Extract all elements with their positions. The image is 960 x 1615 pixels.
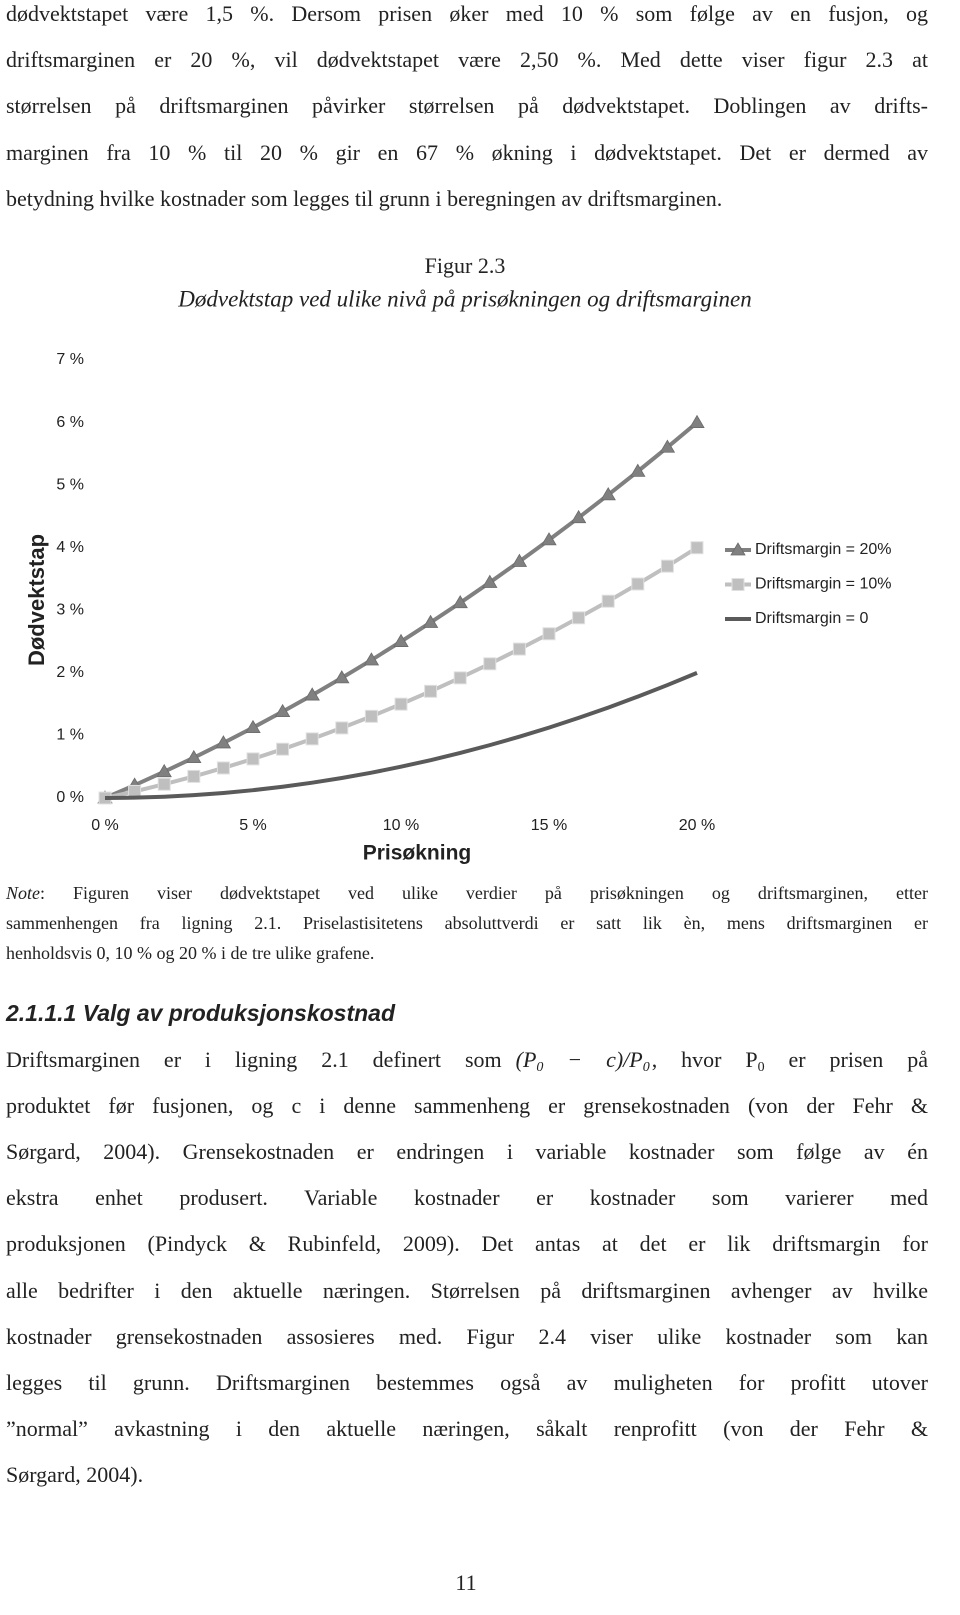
x-axis-label: Prisøkning [363, 842, 472, 865]
point-marker [452, 594, 468, 609]
series-line [104, 421, 699, 800]
point-marker [630, 463, 646, 477]
point-marker [156, 763, 172, 778]
point-marker [570, 509, 587, 524]
text-line: driftsmarginen er 20 %, vil dødvektstape… [6, 47, 928, 73]
point-marker [482, 574, 498, 588]
point-marker [334, 670, 350, 684]
note-line: henholdsvis 0, 10 % og 20 % i de tre uli… [6, 943, 375, 963]
series-line [104, 671, 698, 800]
text-line: ekstra enhet produsert. Variable kostnad… [6, 1185, 928, 1211]
point-marker [186, 749, 202, 764]
point-marker [246, 752, 260, 766]
point-marker [394, 697, 408, 711]
formula: (P0 − c)/P0 [502, 1047, 652, 1075]
point-marker [601, 594, 615, 608]
formula-part: (P [515, 1047, 537, 1072]
point-marker [483, 657, 497, 671]
point-marker [216, 761, 230, 775]
point-marker [511, 553, 528, 567]
legend-label: Driftsmargin = 20% [755, 541, 892, 558]
point-marker [187, 769, 201, 783]
point-marker [424, 684, 438, 698]
y-tick-label: 0 % [56, 789, 84, 806]
subscript: 0 [536, 1060, 544, 1075]
y-tick-label: 6 % [56, 414, 84, 431]
y-tick-label: 4 % [56, 539, 84, 556]
point-marker [542, 627, 556, 641]
legend-label: Driftsmargin = 0 [755, 610, 868, 627]
subscript: 0 [757, 1060, 765, 1075]
point-marker [690, 541, 704, 555]
point-marker [631, 577, 645, 591]
text-line: dødvektstapet være 1,5 %. Dersom prisen … [6, 1, 928, 26]
page-number: 11 [455, 1570, 477, 1595]
point-marker [393, 633, 409, 647]
note-label: Note [6, 883, 40, 903]
point-marker [541, 532, 557, 546]
point-marker [304, 687, 320, 701]
y-tick-label: 2 % [56, 664, 84, 681]
point-marker [453, 671, 467, 685]
text-line: størrelsen på driftsmarginen påvirker st… [6, 93, 928, 119]
text-line: Sørgard, 2004). [6, 1461, 144, 1487]
text-line: produktet før fusjonen, og c i denne sam… [6, 1093, 928, 1119]
point-marker [215, 735, 232, 749]
text: , hvor P [651, 1047, 758, 1072]
x-tick-label: 5 % [239, 817, 267, 834]
y-axis-label: Dødvektstap [24, 534, 49, 666]
point-marker [157, 777, 171, 791]
point-marker [335, 721, 349, 735]
text-line: Driftsmarginen er i ligning 2.1 definert… [6, 1047, 928, 1075]
point-marker [363, 652, 380, 666]
point-marker [422, 614, 439, 628]
subscript: 0 [642, 1060, 650, 1075]
note-text: : Figuren viser dødvektstapet ved ulike … [40, 883, 928, 903]
text-line: betydning hvilke kostnader som legges ti… [6, 185, 723, 211]
point-marker [364, 709, 378, 723]
point-marker [659, 439, 676, 453]
point-marker [305, 732, 319, 746]
point-marker [512, 642, 526, 656]
x-tick-label: 10 % [383, 817, 419, 834]
point-marker [660, 559, 674, 573]
text-line: legges til grunn. Driftsmarginen bestemm… [6, 1369, 928, 1395]
y-tick-label: 7 % [56, 351, 84, 368]
point-marker [600, 487, 616, 501]
chart-title: Dødvektstap ved ulike nivå på prisøkning… [177, 286, 751, 311]
legend-marker [730, 542, 746, 556]
y-tick-label: 1 % [56, 727, 84, 744]
text: Driftsmarginen er i ligning 2.1 definert… [6, 1047, 502, 1072]
legend-marker [731, 578, 745, 591]
formula-part: − c)/P [543, 1047, 643, 1072]
note-line: sammenhengen fra ligning 2.1. Priselasti… [6, 913, 928, 933]
text-line: marginen fra 10 % til 20 % gir en 67 % ø… [6, 139, 928, 165]
y-tick-label: 3 % [56, 602, 84, 619]
text-line: alle bedrifter i den aktuelle næringen. … [6, 1277, 928, 1303]
point-marker [245, 719, 261, 734]
point-marker [276, 742, 290, 756]
point-marker [274, 703, 291, 718]
legend-label: Driftsmargin = 10% [755, 576, 892, 593]
text-line: kostnader grensekostnaden assosieres med… [6, 1323, 928, 1349]
point-marker [572, 611, 586, 625]
section-heading: 2.1.1.1 Valg av produksjonskostnad [6, 1000, 396, 1026]
note-line: Note: Figuren viser dødvektstapet ved ul… [6, 882, 928, 904]
text: er prisen på [764, 1047, 928, 1072]
figure-label: Figur 2.3 [425, 253, 506, 278]
x-tick-label: 0 % [91, 817, 119, 834]
text-line: produksjonen (Pindyck & Rubinfeld, 2009)… [6, 1231, 928, 1257]
x-tick-label: 15 % [531, 817, 567, 834]
text-line: Sørgard, 2004). Grensekostnaden er endri… [6, 1139, 928, 1165]
y-tick-label: 5 % [56, 476, 84, 493]
point-marker [689, 414, 705, 428]
text-line: ”normal” avkastning i den aktuelle nærin… [6, 1415, 928, 1441]
x-tick-label: 20 % [679, 817, 715, 834]
